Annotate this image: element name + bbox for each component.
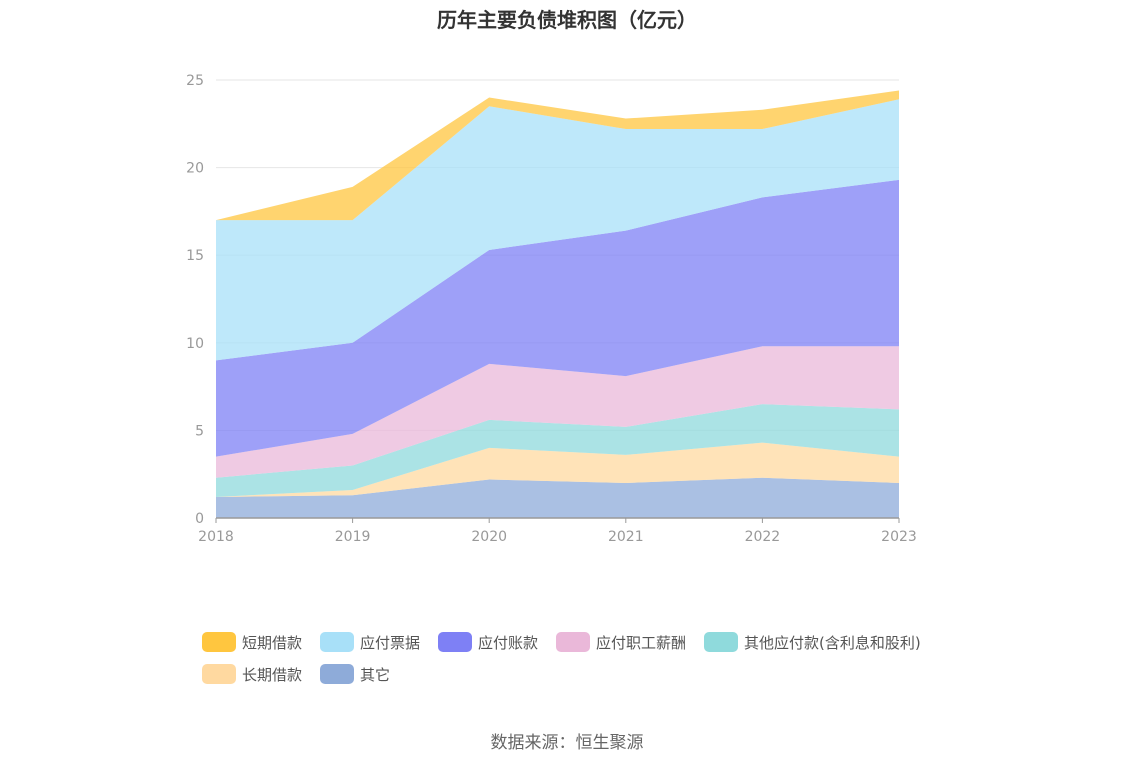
legend-item[interactable]: 长期借款 bbox=[202, 660, 302, 688]
x-tick-label: 2018 bbox=[198, 529, 234, 545]
legend-item[interactable]: 应付票据 bbox=[320, 628, 420, 656]
y-tick-label: 25 bbox=[186, 73, 204, 89]
legend-label: 应付职工薪酬 bbox=[596, 633, 687, 652]
stacked-area-chart: 0 5 10 15 20 25 2018 2019 2020 2021 2022 2023 bbox=[186, 73, 917, 545]
legend-label: 其他应付款(含利息和股利) bbox=[744, 633, 921, 652]
area-layer bbox=[216, 90, 899, 518]
data-source: 数据来源：恒生聚源 bbox=[490, 733, 644, 753]
legend-swatch bbox=[556, 632, 590, 652]
x-tick-label: 2020 bbox=[471, 529, 507, 545]
y-tick-label: 10 bbox=[186, 336, 204, 352]
x-tick-label: 2022 bbox=[745, 529, 781, 545]
legend-swatch bbox=[320, 664, 354, 684]
legend-item[interactable]: 其他应付款(含利息和股利) bbox=[704, 628, 921, 656]
legend-item[interactable]: 应付账款 bbox=[438, 628, 538, 656]
legend-label: 应付账款 bbox=[478, 633, 539, 652]
axis-layer: 0 5 10 15 20 25 2018 2019 2020 2021 2022 2023 bbox=[186, 73, 917, 545]
y-tick-label: 20 bbox=[186, 161, 204, 177]
area-series-4 bbox=[216, 179, 899, 457]
y-tick-label: 5 bbox=[195, 423, 204, 439]
legend-label: 其它 bbox=[360, 665, 391, 684]
y-tick-label: 15 bbox=[186, 248, 204, 264]
legend-item[interactable]: 其它 bbox=[320, 660, 390, 688]
x-tick-label: 2021 bbox=[608, 529, 644, 545]
area-series-6 bbox=[216, 90, 899, 221]
legend-label: 短期借款 bbox=[242, 633, 303, 652]
chart-title: 历年主要负债堆积图（亿元） bbox=[437, 8, 697, 32]
legend-item[interactable]: 短期借款 bbox=[202, 628, 302, 656]
area-series-1 bbox=[216, 442, 899, 497]
x-tick-label: 2023 bbox=[881, 529, 917, 545]
legend-swatch bbox=[438, 632, 472, 652]
area-series-5 bbox=[216, 99, 899, 361]
legend-label: 长期借款 bbox=[242, 665, 303, 684]
legend-swatch bbox=[202, 632, 236, 652]
legend-swatch bbox=[704, 632, 738, 652]
legend-swatch bbox=[202, 664, 236, 684]
legend-item[interactable]: 应付职工薪酬 bbox=[556, 628, 686, 656]
legend-swatch bbox=[320, 632, 354, 652]
legend-label: 应付票据 bbox=[360, 633, 421, 652]
area-series-0 bbox=[216, 477, 899, 518]
y-tick-label: 0 bbox=[195, 511, 204, 527]
area-series-3 bbox=[216, 346, 899, 478]
x-tick-label: 2019 bbox=[335, 529, 371, 545]
area-series-2 bbox=[216, 404, 899, 497]
